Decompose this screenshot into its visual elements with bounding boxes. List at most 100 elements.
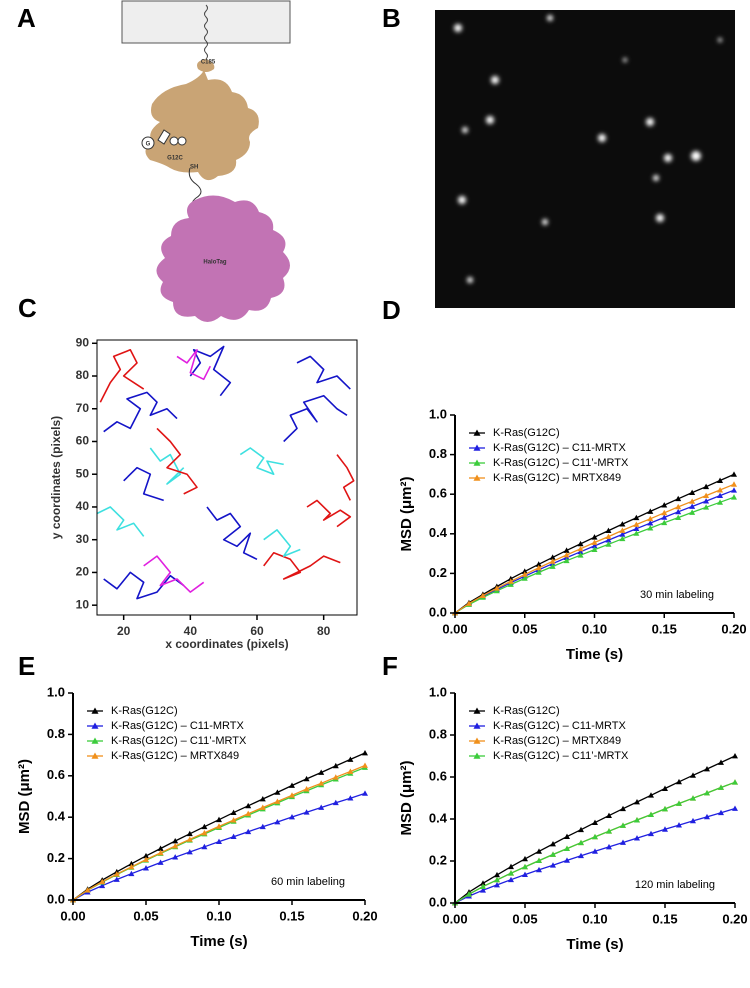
marker bbox=[536, 857, 542, 863]
marker bbox=[648, 792, 654, 798]
marker bbox=[577, 545, 584, 552]
marker bbox=[172, 842, 179, 849]
y-tick-label: 0.8 bbox=[429, 726, 447, 741]
marker bbox=[550, 862, 556, 868]
marker bbox=[690, 772, 696, 778]
marker bbox=[550, 851, 556, 857]
marker bbox=[648, 830, 654, 837]
marker bbox=[318, 804, 325, 810]
x-tick-label: 0.05 bbox=[133, 908, 158, 923]
lipid bbox=[204, 4, 208, 60]
marker bbox=[128, 860, 135, 867]
y-tick-label: 0.6 bbox=[429, 486, 447, 501]
marker bbox=[230, 809, 237, 816]
marker bbox=[157, 849, 164, 856]
y-tick-label: 0.8 bbox=[47, 726, 65, 741]
y-axis-title: MSD (μm²) bbox=[16, 759, 33, 834]
y-tick-label: 60 bbox=[76, 434, 90, 448]
marker bbox=[689, 509, 696, 515]
marker bbox=[732, 805, 738, 811]
spots bbox=[454, 15, 722, 283]
marker bbox=[704, 813, 710, 820]
marker bbox=[332, 799, 339, 806]
x-tick-label: 0.20 bbox=[352, 908, 377, 923]
marker bbox=[522, 855, 528, 862]
trajectory bbox=[143, 555, 205, 593]
marker bbox=[564, 833, 570, 840]
panel-label: F bbox=[382, 651, 398, 681]
marker bbox=[128, 863, 135, 870]
marker bbox=[289, 792, 295, 798]
plot-frame bbox=[96, 339, 358, 616]
marker bbox=[303, 786, 310, 792]
marker bbox=[606, 843, 612, 850]
legend-marker bbox=[91, 722, 99, 729]
y-tick-label: 0.0 bbox=[429, 894, 447, 909]
y-axis-title: MSD (μm²) bbox=[398, 476, 415, 551]
x-tick-label: 0.15 bbox=[652, 911, 677, 926]
legend-marker bbox=[473, 737, 481, 744]
y-tick-label: 70 bbox=[76, 401, 90, 415]
label: SH bbox=[190, 165, 198, 171]
marker bbox=[318, 769, 325, 775]
marker bbox=[521, 575, 528, 581]
x-tick-label: 0.10 bbox=[582, 621, 607, 636]
marker bbox=[731, 487, 737, 493]
marker bbox=[689, 498, 696, 504]
marker bbox=[274, 798, 281, 804]
trajectory bbox=[96, 506, 145, 537]
y-tick-label: 0.0 bbox=[47, 891, 65, 906]
marker bbox=[634, 835, 640, 841]
label: C185 bbox=[201, 60, 216, 66]
marker bbox=[605, 541, 612, 547]
legend-label: K-Ras(G12C) – MRTX849 bbox=[111, 750, 239, 762]
marker bbox=[201, 843, 208, 850]
marker bbox=[662, 826, 668, 832]
legend-label: K-Ras(G12C) – C11-MRTX bbox=[493, 720, 627, 732]
marker bbox=[578, 852, 584, 859]
marker bbox=[362, 762, 368, 768]
marker bbox=[563, 547, 570, 553]
marker bbox=[507, 578, 514, 584]
marker bbox=[289, 782, 295, 788]
legend-label: K-Ras(G12C) bbox=[493, 427, 560, 439]
legend-marker bbox=[473, 474, 481, 481]
marker bbox=[704, 766, 710, 772]
y-tick-label: 10 bbox=[76, 597, 90, 611]
marker bbox=[535, 561, 542, 567]
marker bbox=[549, 554, 556, 560]
marker bbox=[564, 857, 570, 863]
marker bbox=[689, 489, 696, 496]
marker bbox=[201, 823, 208, 830]
legend-marker bbox=[473, 459, 481, 466]
marker bbox=[676, 822, 682, 828]
y-tick-label: 40 bbox=[76, 499, 90, 513]
marker bbox=[508, 876, 514, 883]
marker bbox=[717, 492, 724, 498]
marker bbox=[732, 753, 738, 759]
annotation: 60 min labeling bbox=[271, 876, 345, 888]
marker bbox=[186, 848, 193, 855]
trajectory bbox=[103, 391, 178, 433]
x-axis-title: x coordinates (pixels) bbox=[165, 637, 288, 651]
marker bbox=[620, 839, 626, 845]
ligand-ring bbox=[177, 136, 187, 146]
marker bbox=[563, 557, 570, 564]
x-tick-label: 0.20 bbox=[722, 911, 747, 926]
marker bbox=[507, 581, 514, 587]
marker bbox=[717, 499, 724, 505]
marker bbox=[634, 817, 640, 823]
y-tick-label: 0.4 bbox=[47, 809, 66, 824]
trajectory bbox=[99, 349, 145, 403]
panel-label: D bbox=[382, 295, 401, 325]
annotation: 30 min labeling bbox=[640, 589, 714, 601]
legend-marker bbox=[473, 444, 481, 451]
label: G bbox=[146, 142, 151, 148]
marker bbox=[186, 830, 193, 837]
trajectory bbox=[176, 349, 212, 381]
marker bbox=[535, 569, 542, 575]
marker bbox=[591, 546, 598, 553]
micrograph bbox=[435, 10, 735, 308]
y-tick-label: 0.2 bbox=[429, 565, 447, 580]
marker bbox=[717, 477, 724, 483]
